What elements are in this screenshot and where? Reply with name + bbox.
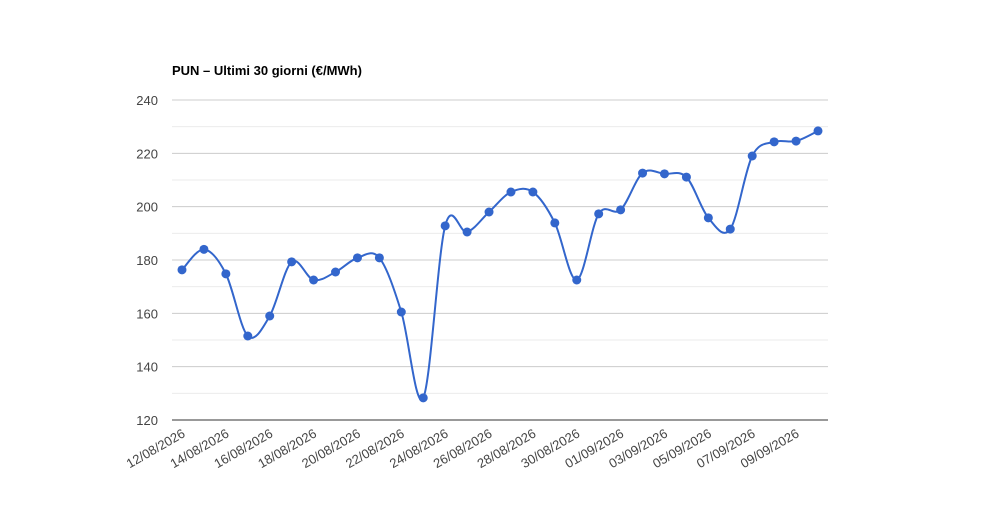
point — [703, 213, 713, 223]
point — [528, 187, 538, 197]
point — [440, 221, 450, 231]
y-tick-label: 220 — [136, 146, 158, 161]
y-tick-label: 160 — [136, 306, 158, 321]
point — [352, 253, 362, 263]
point — [265, 311, 275, 321]
point — [769, 137, 779, 147]
point — [221, 269, 231, 279]
point — [616, 205, 626, 215]
point — [791, 136, 801, 146]
chart-title: PUN – Ultimi 30 giorni (€/MWh) — [172, 63, 362, 78]
point — [747, 151, 757, 161]
point — [506, 187, 516, 197]
point — [287, 257, 297, 267]
point — [331, 267, 341, 277]
y-tick-label: 120 — [136, 413, 158, 428]
point — [462, 227, 472, 237]
point — [638, 168, 648, 178]
y-tick-label: 180 — [136, 253, 158, 268]
point — [177, 265, 187, 275]
point — [243, 331, 253, 341]
point — [572, 275, 582, 285]
point — [594, 209, 604, 219]
point — [396, 307, 406, 317]
point — [374, 253, 384, 263]
y-tick-label: 200 — [136, 200, 158, 215]
point — [484, 207, 494, 217]
point — [659, 169, 669, 179]
y-tick-label: 140 — [136, 360, 158, 375]
point — [681, 172, 691, 182]
point — [309, 275, 319, 285]
point — [725, 224, 735, 234]
line — [181, 130, 819, 401]
y-tick-label: 240 — [136, 93, 158, 108]
point — [418, 393, 428, 403]
point — [550, 218, 560, 228]
point — [813, 126, 823, 136]
point — [199, 244, 209, 254]
